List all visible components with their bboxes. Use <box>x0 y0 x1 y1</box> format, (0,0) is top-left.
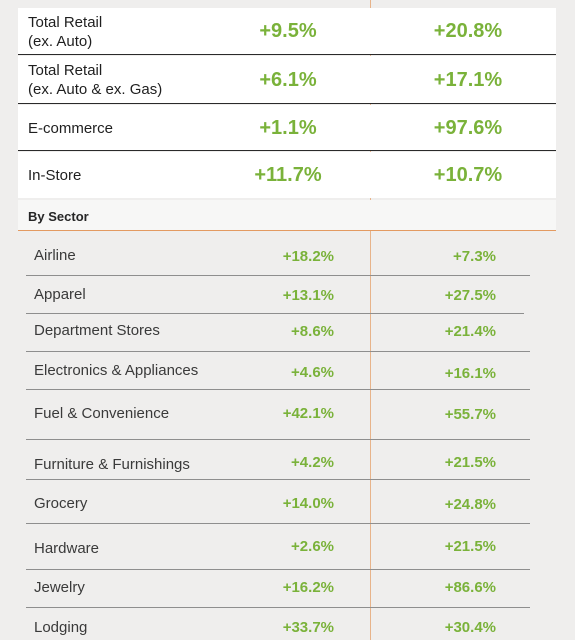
sector-name: Electronics & Appliances <box>34 362 199 379</box>
summary-row-label: In-Store <box>28 167 82 184</box>
sector-row-lodging: Lodging +33.7% +30.4% <box>26 610 530 640</box>
row-divider <box>26 313 524 314</box>
summary-row-total-retail-ex-auto: Total Retail (ex. Auto) +9.5% +20.8% <box>18 8 556 55</box>
row-divider <box>26 523 530 524</box>
sector-value-col1: +18.2% <box>282 248 334 265</box>
sector-value-col1: +2.6% <box>291 538 334 555</box>
sector-value-col2: +55.7% <box>444 406 496 423</box>
sector-value-col2: +21.5% <box>444 454 496 471</box>
summary-value-col1: +1.1% <box>259 117 317 139</box>
summary-row-ecommerce: E-commerce +1.1% +97.6% <box>18 105 556 151</box>
sector-value-col2: +30.4% <box>444 619 496 636</box>
section-header-by-sector: By Sector <box>18 200 556 231</box>
row-divider <box>26 569 530 570</box>
row-divider <box>26 389 530 390</box>
sector-value-col2: +24.8% <box>444 496 496 513</box>
sector-value-col2: +21.5% <box>444 538 496 555</box>
row-divider <box>26 275 530 276</box>
sector-row-hardware: Hardware +2.6% +21.5% <box>26 526 530 570</box>
row-divider <box>26 479 530 480</box>
sector-name: Apparel <box>34 286 86 303</box>
summary-label-line1: Total Retail <box>28 62 103 79</box>
sector-value-col2: +86.6% <box>444 579 496 596</box>
summary-value-col2: +20.8% <box>433 20 503 42</box>
sector-value-col1: +4.6% <box>291 364 334 381</box>
sector-value-col1: +33.7% <box>282 619 334 636</box>
row-divider <box>26 439 530 440</box>
row-divider <box>26 607 530 608</box>
sector-row-fuel-convenience: Fuel & Convenience +42.1% +55.7% <box>26 392 530 440</box>
sector-name: Airline <box>34 247 76 264</box>
sector-name: Fuel & Convenience <box>34 405 170 422</box>
sector-name: Hardware <box>34 540 100 557</box>
sector-row-airline: Airline +18.2% +7.3% <box>26 238 530 276</box>
sector-value-col1: +13.1% <box>282 287 334 304</box>
sector-value-col2: +21.4% <box>444 323 496 340</box>
sector-row-jewelry: Jewelry +16.2% +86.6% <box>26 572 530 608</box>
section-title: By Sector <box>28 209 89 224</box>
summary-row-label: E-commerce <box>28 120 114 137</box>
sector-value-col1: +8.6% <box>291 323 334 340</box>
sector-value-col2: +27.5% <box>444 287 496 304</box>
summary-value-col2: +10.7% <box>433 164 503 186</box>
sector-name: Grocery <box>34 495 88 512</box>
sector-value-col1: +14.0% <box>282 495 334 512</box>
column-divider <box>370 0 371 640</box>
sector-name: Lodging <box>34 619 88 636</box>
sector-row-electronics-appliances: Electronics & Appliances +4.6% +16.1% <box>26 352 530 390</box>
summary-value-col1: +9.5% <box>259 20 317 42</box>
summary-value-col2: +17.1% <box>433 69 503 91</box>
summary-row-total-retail-ex-auto-gas: Total Retail (ex. Auto & ex. Gas) +6.1% … <box>18 56 556 104</box>
summary-label-line2: (ex. Auto & ex. Gas) <box>28 81 163 98</box>
summary-row-in-store: In-Store +11.7% +10.7% <box>18 152 556 198</box>
sector-name: Jewelry <box>34 579 85 596</box>
sector-value-col2: +7.3% <box>453 248 496 265</box>
sector-value-col1: +42.1% <box>282 405 334 422</box>
summary-row-label: Total Retail (ex. Auto) <box>28 13 102 51</box>
summary-value-col1: +11.7% <box>254 164 322 186</box>
sector-row-department-stores: Department Stores +8.6% +21.4% <box>26 314 530 352</box>
sector-row-grocery: Grocery +14.0% +24.8% <box>26 482 530 524</box>
summary-row-label: Total Retail (ex. Auto & ex. Gas) <box>28 61 162 99</box>
summary-value-col2: +97.6% <box>433 117 503 139</box>
row-divider <box>26 351 530 352</box>
summary-value-col1: +6.1% <box>259 69 317 91</box>
summary-label-line1: Total Retail <box>28 14 103 31</box>
sector-name: Department Stores <box>34 322 160 339</box>
summary-label-line2: (ex. Auto) <box>28 33 93 50</box>
sector-value-col1: +16.2% <box>282 579 334 596</box>
sector-name: Furniture & Furnishings <box>34 456 190 473</box>
sector-value-col1: +4.2% <box>291 454 334 471</box>
sector-row-furniture-furnishings: Furniture & Furnishings +4.2% +21.5% <box>26 442 530 480</box>
sector-row-apparel: Apparel +13.1% +27.5% <box>26 276 530 314</box>
sector-value-col2: +16.1% <box>444 365 496 382</box>
